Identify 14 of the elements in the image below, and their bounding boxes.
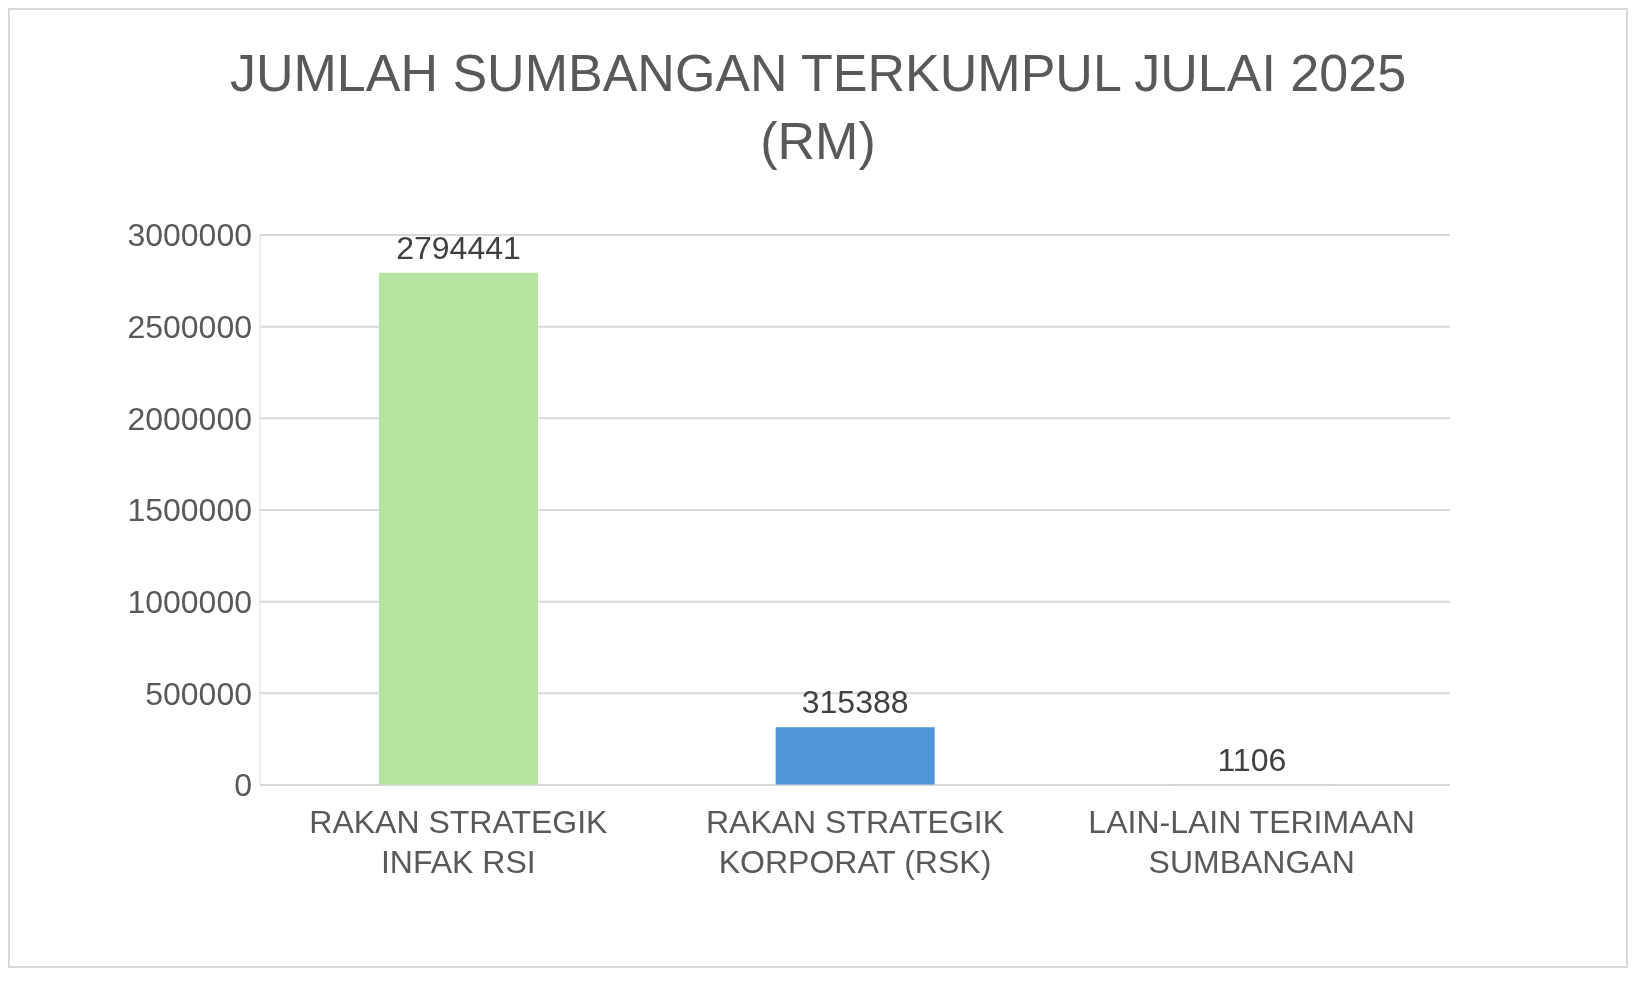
chart-title: JUMLAH SUMBANGAN TERKUMPUL JULAI 2025 (RM) <box>228 43 1408 172</box>
y-tick-label: 3000000 <box>127 217 252 254</box>
y-tick-label: 500000 <box>145 675 252 712</box>
data-label: 1106 <box>1217 741 1287 778</box>
y-tick-label: 1000000 <box>127 584 252 621</box>
x-tick-label: LAIN-LAIN TERIMAAN SUMBANGAN <box>1088 804 1415 881</box>
data-label: 2794441 <box>396 229 521 266</box>
y-tick-label: 1500000 <box>127 492 252 529</box>
y-tick-label: 2000000 <box>127 400 252 437</box>
y-tick-label: 2500000 <box>127 309 252 346</box>
x-tick-label: RAKAN STRATEGIK KORPORAT (RSK) <box>705 804 1005 881</box>
y-tick-label: 0 <box>234 767 252 804</box>
data-label: 315388 <box>801 684 909 721</box>
x-tick-label: RAKAN STRATEGIK INFAK RSI <box>309 804 608 881</box>
